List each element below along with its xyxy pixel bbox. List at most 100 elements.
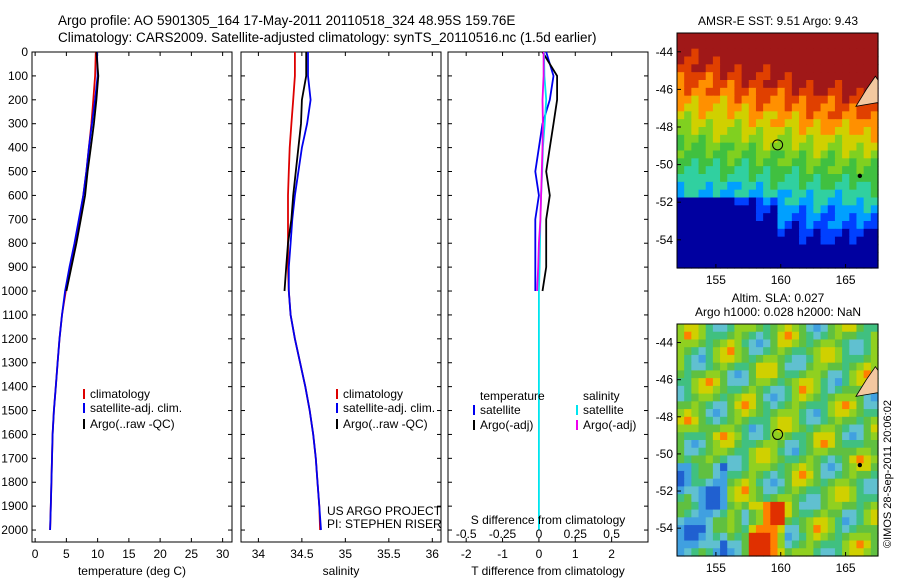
heatmap-cell	[727, 432, 736, 441]
heatmap-cell	[842, 385, 850, 395]
heatmap-cell	[684, 181, 692, 191]
heatmap-cell	[770, 424, 779, 433]
heatmap-cell	[806, 339, 814, 348]
heatmap-cell	[856, 260, 865, 269]
heatmap-cell	[734, 517, 743, 526]
heatmap-cell	[748, 166, 757, 175]
heatmap-cell	[799, 33, 807, 42]
heatmap-cell	[770, 385, 779, 395]
heatmap-cell	[734, 509, 743, 518]
heatmap-cell	[827, 378, 836, 387]
heatmap-cell	[698, 486, 707, 495]
heatmap-cell	[820, 166, 829, 175]
heatmap-cell	[684, 189, 692, 199]
heatmap-cell	[777, 134, 786, 144]
heatmap-cell	[820, 525, 829, 534]
heatmap-cell	[820, 158, 829, 167]
heatmap-cell	[849, 424, 858, 433]
heatmap-cell	[813, 331, 822, 341]
heatmap-cell	[791, 260, 800, 269]
heatmap-cell	[784, 339, 793, 348]
heatmap-cell	[813, 517, 822, 526]
heatmap-cell	[698, 150, 707, 159]
heatmap-cell	[849, 440, 858, 449]
diff-legend-label-left-1: Argo(-adj)	[480, 418, 533, 432]
heatmap-cell	[691, 142, 700, 152]
heatmap-cell	[691, 324, 700, 333]
heatmap-cell	[813, 221, 822, 230]
heatmap-cell	[698, 252, 707, 261]
heatmap-cell	[820, 181, 829, 191]
heatmap-cell	[684, 378, 692, 387]
heatmap-cell	[791, 134, 800, 144]
heatmap-cell	[684, 64, 692, 73]
heatmap-cell	[677, 532, 685, 542]
heatmap-cell	[856, 331, 865, 341]
temperature-xtick-label: 0	[32, 547, 39, 561]
heatmap-cell	[705, 354, 714, 364]
heatmap-cell	[698, 354, 707, 364]
heatmap-cell	[705, 509, 714, 518]
heatmap-cell	[842, 228, 850, 238]
heatmap-cell	[799, 228, 807, 238]
heatmap-cell	[820, 111, 829, 120]
heatmap-cell	[791, 409, 800, 418]
heatmap-cell	[763, 347, 771, 356]
heatmap-cell	[813, 470, 822, 480]
heatmap-cell	[770, 213, 779, 222]
heatmap-cell	[849, 401, 858, 410]
heatmap-cell	[863, 354, 872, 364]
heatmap-cell	[827, 33, 836, 42]
heatmap-cell	[842, 252, 850, 261]
depth-tick-label: 900	[8, 260, 28, 274]
heatmap-cell	[870, 221, 879, 230]
heatmap-cell	[698, 64, 707, 73]
heatmap-cell	[705, 532, 714, 542]
heatmap-cell	[712, 48, 721, 58]
heatmap-cell	[813, 494, 822, 503]
heatmap-cell	[741, 150, 750, 159]
heatmap-cell	[834, 463, 843, 472]
heatmap-cell	[813, 324, 822, 333]
heatmap-cell	[720, 393, 728, 402]
heatmap-cell	[863, 416, 872, 426]
temperature-legend-label-2: Argo(..raw -QC)	[90, 417, 175, 431]
heatmap-cell	[849, 228, 858, 238]
heatmap-cell	[755, 119, 764, 128]
heatmap-cell	[777, 205, 786, 214]
diff-legend-label-right-0: satellite	[583, 403, 624, 417]
heatmap-cell	[748, 501, 757, 511]
heatmap-cell	[763, 470, 771, 480]
heatmap-cell	[712, 532, 721, 542]
heatmap-cell	[755, 40, 764, 50]
heatmap-cell	[770, 56, 779, 65]
heatmap-cell	[684, 56, 692, 65]
heatmap-cell	[827, 236, 836, 246]
gSLA-frame	[676, 323, 879, 557]
heatmap-cell	[806, 393, 814, 402]
difference-series-3	[536, 52, 545, 292]
heatmap-cell	[684, 339, 692, 348]
heatmap-cell	[698, 548, 707, 557]
heatmap-cell	[791, 111, 800, 120]
heatmap-cell	[842, 56, 850, 65]
heatmap-cell	[870, 548, 879, 557]
heatmap-cell	[813, 127, 822, 136]
heatmap-cell	[856, 252, 865, 261]
heatmap-cell	[748, 189, 757, 199]
heatmap-cell	[763, 478, 771, 487]
heatmap-cell	[842, 324, 850, 333]
heatmap-cell	[705, 378, 714, 387]
heatmap-cell	[856, 470, 865, 480]
heatmap-cell	[849, 463, 858, 472]
heatmap-cell	[791, 205, 800, 214]
heatmap-cell	[677, 142, 685, 152]
heatmap-cell	[777, 174, 786, 183]
heatmap-cell	[748, 40, 757, 50]
heatmap-cell	[712, 127, 721, 136]
heatmap-cell	[849, 540, 858, 549]
heatmap-cell	[799, 447, 807, 457]
heatmap-cell	[856, 150, 865, 159]
heatmap-cell	[799, 48, 807, 58]
